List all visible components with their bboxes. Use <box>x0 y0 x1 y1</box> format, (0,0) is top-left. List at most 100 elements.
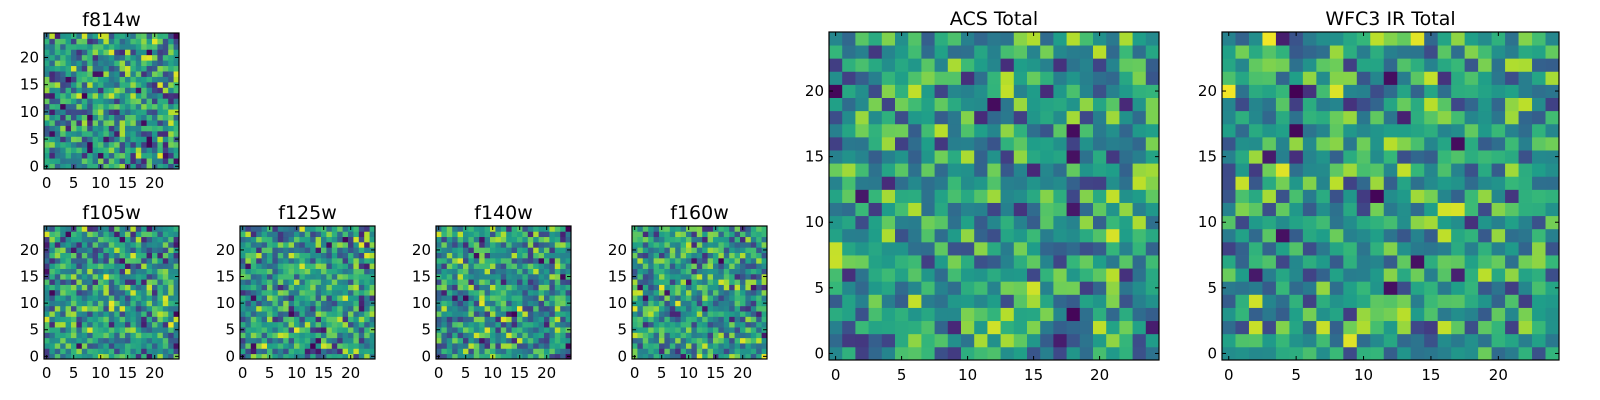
heatmap-cell <box>1013 150 1028 164</box>
heatmap-cell <box>895 189 909 203</box>
heatmap-cell <box>696 226 703 232</box>
heatmap-cell <box>436 343 442 349</box>
heatmap-cell <box>463 236 469 243</box>
heatmap-cell <box>135 114 142 121</box>
heatmap-cell <box>669 284 676 291</box>
heatmap-cell <box>713 241 719 248</box>
heatmap-cell <box>119 295 126 301</box>
heatmap-cell <box>130 109 137 115</box>
heatmap-cell <box>119 273 126 280</box>
heatmap-cell <box>691 327 698 333</box>
heatmap-cell <box>740 231 746 238</box>
heatmap-cell <box>527 327 534 333</box>
heatmap-cell <box>98 268 104 275</box>
heatmap-cell <box>240 311 246 317</box>
heatmap-cell <box>103 348 110 355</box>
heatmap-cell <box>500 337 507 344</box>
heatmap-cell <box>267 348 273 355</box>
heatmap-cell <box>756 257 762 264</box>
heatmap-cell <box>125 141 131 148</box>
heatmap-cell <box>283 236 289 243</box>
heatmap-cell <box>173 38 180 45</box>
heatmap-cell <box>71 316 77 323</box>
heatmap-cell <box>653 343 660 349</box>
heatmap-cell <box>702 252 708 259</box>
heatmap-cell <box>669 327 676 333</box>
heatmap-cell <box>108 33 115 39</box>
heatmap-cell <box>250 337 257 344</box>
heatmap-cell <box>267 300 273 307</box>
heatmap-cell <box>1532 176 1546 190</box>
heatmap-cell <box>103 114 110 121</box>
heatmap-cell <box>353 241 360 248</box>
heatmap-cell <box>544 236 550 243</box>
heatmap-cell <box>152 300 158 307</box>
heatmap-cell <box>331 300 338 307</box>
heatmap-cell <box>538 343 545 349</box>
heatmap-cell <box>92 92 99 99</box>
heatmap-cell <box>1275 71 1290 85</box>
heatmap-cell <box>49 71 56 77</box>
heatmap-cell <box>141 247 147 253</box>
heatmap-cell <box>756 241 762 248</box>
heatmap-cell <box>1437 228 1452 243</box>
heatmap-cell <box>1316 241 1331 256</box>
heatmap-cell <box>565 337 572 344</box>
heatmap-cell <box>358 257 365 264</box>
heatmap-cell <box>1027 176 1041 190</box>
heatmap-cell <box>686 247 692 253</box>
heatmap-cell <box>130 231 137 238</box>
heatmap-cell <box>495 284 502 291</box>
heatmap-cell <box>463 247 469 253</box>
heatmap-cell <box>868 320 883 335</box>
heatmap-cell <box>65 300 72 307</box>
heatmap-cell <box>1106 189 1120 203</box>
heatmap-cell <box>162 311 169 317</box>
heatmap-cell <box>1518 281 1533 295</box>
heatmap-cell <box>691 316 698 323</box>
heatmap-cell <box>299 273 306 280</box>
heatmap-cell <box>680 289 687 296</box>
heatmap-cell <box>756 284 762 291</box>
heatmap-cell <box>342 311 349 317</box>
heatmap-cell <box>1383 268 1398 282</box>
heatmap-cell <box>463 273 469 280</box>
heatmap-cell <box>544 257 550 264</box>
heatmap-cell <box>500 321 507 328</box>
heatmap-cell <box>108 114 115 121</box>
heatmap-cell <box>1532 150 1546 164</box>
heatmap-cell <box>1464 176 1479 190</box>
heatmap-cell <box>648 268 654 275</box>
heatmap-cell <box>130 343 137 349</box>
heatmap-cell <box>108 353 115 360</box>
heatmap-cell <box>452 268 458 275</box>
heatmap-cell <box>342 353 349 360</box>
heatmap-cell <box>321 247 327 253</box>
heatmap-cell <box>756 343 762 349</box>
heatmap-cell <box>1066 333 1081 348</box>
heatmap-cell <box>750 257 757 264</box>
heatmap-cell <box>734 279 741 285</box>
heatmap-cell <box>1356 241 1371 256</box>
heatmap-cell <box>533 311 539 317</box>
heatmap-cell <box>173 263 180 269</box>
heatmap-cell <box>272 247 279 253</box>
heatmap-cell <box>479 353 485 360</box>
heatmap-cell <box>1329 294 1344 308</box>
heatmap-cell <box>71 103 77 110</box>
heatmap-cell <box>868 97 883 112</box>
heatmap-cell <box>538 332 545 339</box>
heatmap-cell <box>294 348 300 355</box>
heatmap-cell <box>895 281 909 295</box>
x-tick-label: 15 <box>510 364 529 382</box>
heatmap-cell <box>947 333 962 348</box>
heatmap-cell <box>506 332 512 339</box>
heatmap-cell <box>119 60 126 67</box>
heatmap-cell <box>250 257 257 264</box>
heatmap-cell <box>680 273 687 280</box>
heatmap-cell <box>146 141 153 148</box>
heatmap-cell <box>473 236 480 243</box>
heatmap-cell <box>934 346 949 361</box>
heatmap-cell <box>1066 294 1081 308</box>
